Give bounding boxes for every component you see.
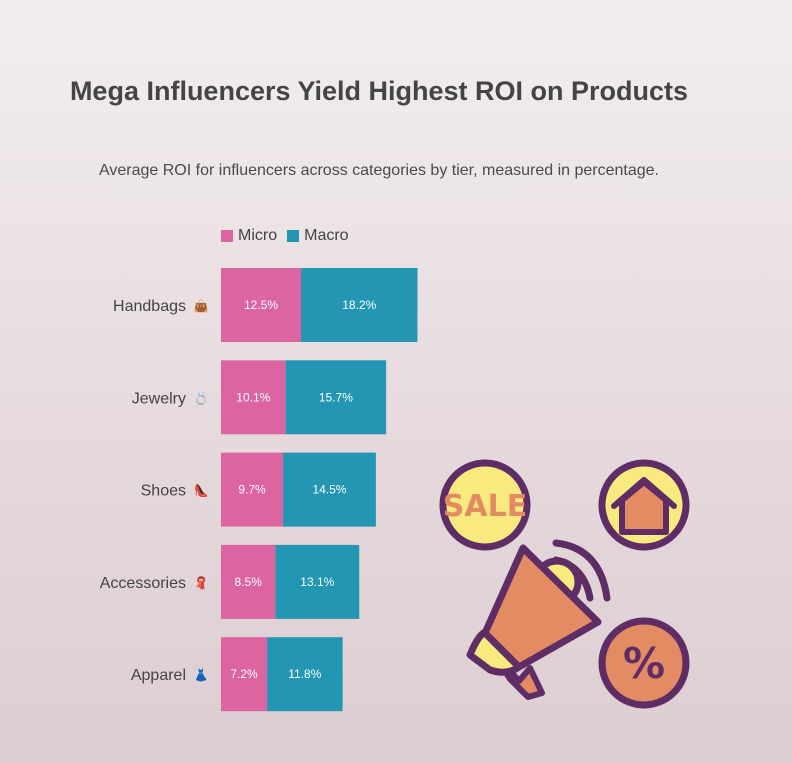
legend-label-micro: Micro (238, 227, 278, 244)
legend-swatch-macro (287, 230, 300, 242)
data-label-macro-shoes: 14.5% (312, 483, 346, 497)
legend-item-micro[interactable]: Micro (221, 227, 277, 245)
bar-micro-handbags[interactable] (221, 268, 301, 342)
category-label-shoes: Shoes (141, 483, 186, 500)
megaphone-icon (466, 539, 611, 700)
category-label-handbags: Handbags (113, 298, 186, 315)
percent-badge-icon: % (598, 617, 690, 709)
data-label-macro-handbags: 18.2% (342, 298, 376, 312)
data-label-micro-accessories: 8.5% (235, 575, 263, 589)
category-icon-handbags: 👜 (194, 299, 209, 313)
bar-micro-accessories[interactable] (221, 544, 276, 619)
sale-text: SALE (443, 489, 527, 524)
data-label-macro-accessories: 13.1% (300, 575, 334, 589)
bar-macro-apparel[interactable] (267, 637, 343, 712)
bar-macro-accessories[interactable] (275, 544, 360, 619)
data-label-micro-jewelry: 10.1% (236, 390, 270, 404)
data-label-macro-apparel: 11.8% (288, 667, 321, 681)
data-label-macro-jewelry: 15.7% (319, 390, 353, 404)
legend: Micro Macro (221, 227, 359, 245)
category-icon-accessories: 🧣 (194, 575, 209, 590)
legend-label-macro: Macro (304, 227, 349, 244)
chart-subtitle: Average ROI for influencers across categ… (99, 162, 659, 179)
chart-title: Mega Influencers Yield Highest ROI on Pr… (69, 76, 689, 106)
percent-text: % (623, 639, 665, 688)
category-icon-shoes: 👠 (194, 483, 209, 498)
house-icon (598, 459, 690, 551)
data-label-micro-apparel: 7.2% (230, 667, 258, 681)
category-label-apparel: Apparel (131, 667, 186, 684)
bar-macro-handbags[interactable] (301, 268, 418, 342)
category-label-accessories: Accessories (100, 575, 186, 592)
category-icon-apparel: 👗 (194, 668, 209, 682)
legend-swatch-micro (221, 230, 233, 242)
bar-micro-shoes[interactable] (221, 452, 284, 527)
bar-macro-shoes[interactable] (283, 452, 376, 527)
marketing-illustration: SALE % (439, 459, 690, 709)
bar-micro-jewelry[interactable] (221, 360, 286, 435)
bar-macro-jewelry[interactable] (285, 360, 387, 435)
data-label-micro-handbags: 12.5% (244, 298, 278, 312)
data-label-micro-shoes: 9.7% (238, 483, 266, 497)
sale-badge-icon: SALE (439, 459, 531, 551)
category-icon-jewelry: 💍 (194, 391, 209, 405)
category-label-jewelry: Jewelry (132, 390, 186, 407)
legend-item-macro[interactable]: Macro (287, 227, 349, 245)
bar-micro-apparel[interactable] (221, 637, 268, 712)
